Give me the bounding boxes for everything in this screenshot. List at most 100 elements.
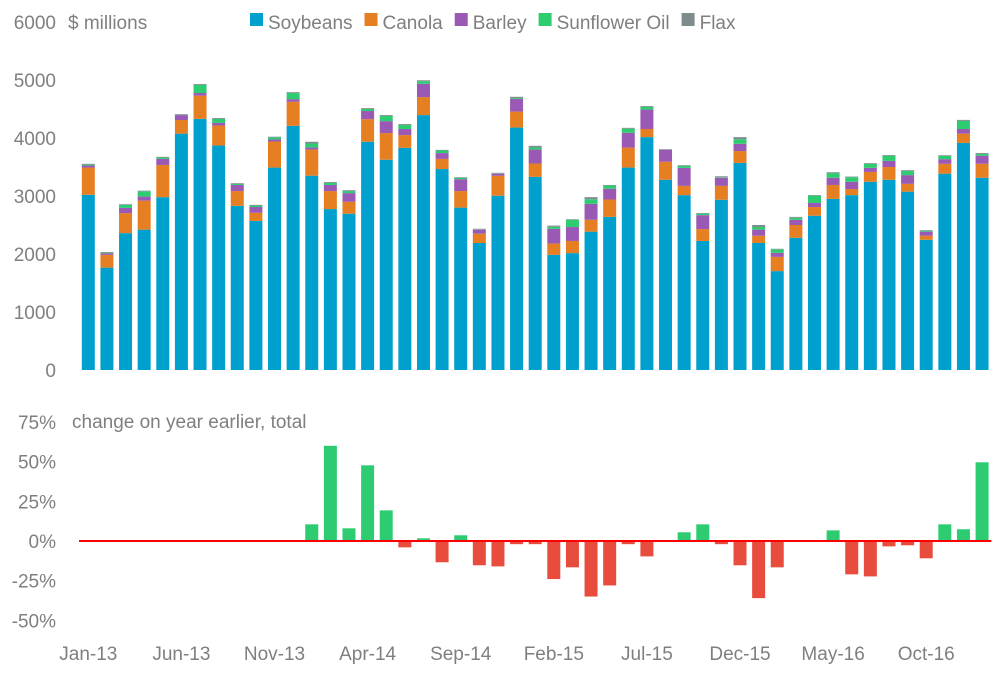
bar-segment-soybeans: [547, 254, 561, 370]
bar-segment-soybeans: [379, 159, 393, 370]
bar-segment-sunflower-oil: [342, 191, 356, 194]
bar-segment-sunflower-oil: [100, 252, 114, 254]
bar-segment-soybeans: [603, 216, 617, 370]
bar-segment-sunflower-oil: [901, 171, 915, 176]
bar-segment-flax: [863, 163, 877, 164]
bar-segment-sunflower-oil: [510, 97, 524, 99]
bar-segment-flax: [807, 195, 821, 196]
bar-segment-sunflower-oil: [882, 155, 896, 161]
bar-segment-soybeans: [454, 207, 468, 370]
bar-segment-soybeans: [882, 179, 896, 370]
bar-segment-canola: [807, 207, 821, 216]
bar-segment-barley: [733, 143, 747, 152]
bar-segment-canola: [565, 240, 579, 254]
bar-segment-barley: [119, 207, 133, 214]
bar-segment-sunflower-oil: [305, 143, 319, 148]
change-bar: [435, 541, 449, 563]
bar-segment-sunflower-oil: [268, 137, 282, 140]
bar-segment-canola: [640, 129, 654, 138]
bar-segment-canola: [845, 189, 859, 196]
bar-segment-flax: [956, 119, 970, 121]
bar-segment-canola: [193, 95, 207, 119]
bar-segment-flax: [659, 149, 673, 150]
bar-segment-canola: [100, 254, 114, 268]
legend-label: Barley: [473, 13, 527, 34]
top-y-tick: 5000: [14, 71, 56, 92]
bar-segment-sunflower-oil: [621, 128, 635, 133]
bar-segment-soybeans: [491, 195, 505, 370]
bar-segment-barley: [491, 173, 505, 176]
bar-segment-barley: [863, 167, 877, 172]
bar-segment-barley: [454, 179, 468, 192]
bar-segment-soybeans: [81, 194, 95, 370]
change-bar: [454, 535, 468, 541]
bar-segment-canola: [714, 185, 728, 200]
legend-swatch: [364, 13, 378, 26]
bar-segment-flax: [342, 190, 356, 192]
bar-segment-soybeans: [956, 142, 970, 370]
bar-segment-flax: [752, 225, 766, 228]
bar-segment-flax: [398, 124, 412, 125]
bar-segment-barley: [677, 167, 691, 186]
legend-label: Canola: [383, 13, 444, 34]
legend-label: Sunflower Oil: [557, 13, 670, 34]
bar-segment-canola: [677, 185, 691, 196]
change-bar: [584, 541, 598, 597]
bar-segment-canola: [305, 149, 319, 176]
bar-segment-barley: [212, 122, 226, 126]
bar-segment-barley: [137, 196, 151, 201]
bottom-y-tick: 0%: [29, 532, 57, 553]
bar-segment-canola: [249, 212, 263, 221]
bar-segment-barley: [845, 181, 859, 190]
legend-swatch: [454, 13, 468, 26]
bar-segment-sunflower-oil: [249, 205, 263, 208]
bottom-y-tick: 75%: [18, 413, 56, 434]
change-bar: [826, 530, 840, 541]
change-bar: [863, 541, 877, 577]
bar-segment-sunflower-oil: [845, 177, 859, 182]
bar-segment-barley: [435, 153, 449, 159]
change-bars: [305, 445, 989, 599]
change-bar: [919, 541, 933, 559]
bar-segment-flax: [81, 163, 95, 165]
change-bar: [416, 538, 430, 541]
legend-label: Flax: [700, 13, 736, 34]
bar-segment-barley: [305, 147, 319, 150]
bar-segment-canola: [584, 219, 598, 232]
bar-segment-soybeans: [305, 175, 319, 370]
bar-segment-barley: [752, 229, 766, 236]
stacked-bars: [81, 80, 989, 370]
bar-segment-flax: [286, 92, 300, 94]
bar-segment-barley: [659, 149, 673, 162]
change-bar: [714, 541, 728, 545]
bar-segment-canola: [621, 147, 635, 168]
bar-segment-barley: [565, 227, 579, 241]
bar-segment-barley: [230, 184, 244, 192]
bar-segment-soybeans: [268, 167, 282, 370]
bar-segment-barley: [696, 215, 710, 230]
top-y-tick: 3000: [14, 187, 56, 208]
x-tick-label: Dec-15: [709, 644, 770, 665]
bar-segment-soybeans: [770, 271, 784, 370]
bar-segment-sunflower-oil: [435, 150, 449, 154]
bar-segment-canola: [379, 133, 393, 160]
bar-segment-soybeans: [565, 253, 579, 370]
bar-segment-soybeans: [621, 167, 635, 370]
bar-segment-sunflower-oil: [677, 165, 691, 168]
change-bar: [640, 541, 654, 557]
bar-segment-soybeans: [342, 213, 356, 370]
bar-segment-flax: [454, 177, 468, 178]
bar-segment-sunflower-oil: [826, 173, 840, 178]
bar-segment-flax: [361, 108, 375, 109]
bar-segment-sunflower-oil: [454, 177, 468, 180]
bar-segment-flax: [212, 117, 226, 119]
bar-segment-barley: [770, 252, 784, 257]
bar-segment-sunflower-oil: [119, 204, 133, 208]
bar-segment-flax: [640, 106, 654, 107]
bar-segment-soybeans: [752, 242, 766, 370]
bar-segment-sunflower-oil: [640, 106, 654, 110]
bar-segment-sunflower-oil: [919, 230, 933, 232]
change-bar: [696, 524, 710, 541]
bar-segment-canola: [361, 119, 375, 142]
